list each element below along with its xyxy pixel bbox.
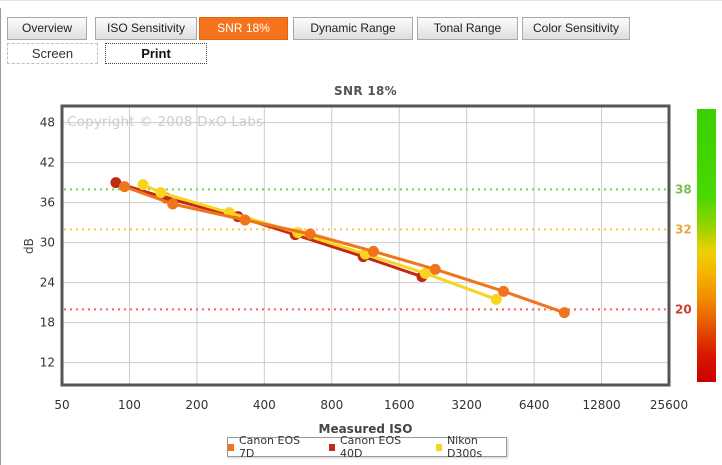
svg-text:18: 18 bbox=[40, 316, 55, 330]
legend-label: Canon EOS 40D bbox=[339, 434, 402, 460]
svg-text:12800: 12800 bbox=[582, 398, 620, 412]
tab-dynamic-range[interactable]: Dynamic Range bbox=[293, 17, 413, 40]
svg-text:48: 48 bbox=[40, 116, 55, 130]
chart-title: SNR 18% bbox=[334, 84, 397, 98]
legend-swatch bbox=[228, 443, 234, 451]
svg-text:32: 32 bbox=[675, 222, 692, 236]
tab-overview[interactable]: Overview bbox=[7, 17, 87, 40]
svg-text:36: 36 bbox=[40, 196, 55, 210]
y-axis-label: dB bbox=[22, 238, 36, 254]
window-top-divider bbox=[0, 0, 722, 1]
svg-text:24: 24 bbox=[40, 276, 55, 290]
chart-legend: Canon EOS 7D Canon EOS 40D Nikon D300s bbox=[227, 434, 507, 460]
svg-text:12: 12 bbox=[40, 356, 55, 370]
legend-label: Nikon D300s bbox=[446, 434, 483, 460]
window-left-divider bbox=[0, 8, 1, 465]
subtab-screen[interactable]: Screen bbox=[7, 43, 98, 64]
subtab-print[interactable]: Print bbox=[105, 43, 207, 64]
legend-item: Nikon D300s bbox=[436, 434, 506, 460]
tab-snr-18[interactable]: SNR 18% bbox=[199, 17, 288, 40]
legend-item: Canon EOS 40D bbox=[329, 434, 414, 460]
svg-text:6400: 6400 bbox=[519, 398, 550, 412]
svg-text:20: 20 bbox=[675, 302, 692, 316]
copyright-watermark: Copyright © 2008 DxO Labs bbox=[67, 114, 264, 130]
legend-item: Canon EOS 7D bbox=[228, 434, 307, 460]
svg-text:400: 400 bbox=[253, 398, 276, 412]
svg-text:200: 200 bbox=[185, 398, 208, 412]
svg-text:100: 100 bbox=[118, 398, 141, 412]
legend-swatch bbox=[436, 443, 442, 451]
svg-text:50: 50 bbox=[54, 398, 69, 412]
tab-iso-sensitivity[interactable]: ISO Sensitivity bbox=[95, 17, 197, 40]
legend-label: Canon EOS 7D bbox=[238, 434, 301, 460]
x-axis-label: Measured ISO bbox=[318, 422, 413, 436]
tab-color-sensitivity[interactable]: Color Sensitivity bbox=[522, 17, 630, 40]
svg-text:800: 800 bbox=[320, 398, 343, 412]
svg-text:1600: 1600 bbox=[384, 398, 415, 412]
svg-text:42: 42 bbox=[40, 156, 55, 170]
svg-text:25600: 25600 bbox=[650, 398, 688, 412]
svg-text:3200: 3200 bbox=[451, 398, 482, 412]
svg-text:30: 30 bbox=[40, 236, 55, 250]
tab-tonal-range[interactable]: Tonal Range bbox=[417, 17, 518, 40]
svg-text:38: 38 bbox=[675, 182, 692, 196]
legend-swatch bbox=[329, 443, 335, 451]
